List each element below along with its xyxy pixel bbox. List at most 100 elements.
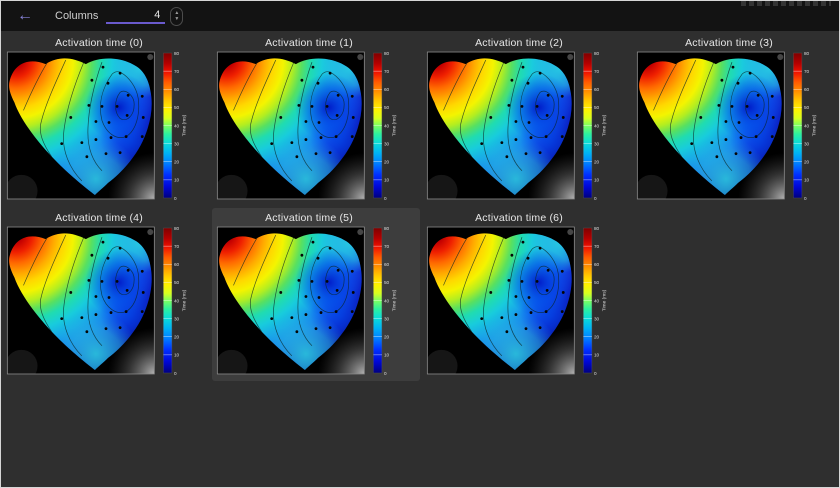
svg-text:70: 70 (174, 244, 180, 249)
svg-text:70: 70 (384, 69, 390, 74)
stepper-down-icon[interactable]: ▼ (174, 15, 180, 22)
plot-frame (426, 226, 575, 375)
columns-label: Columns (55, 10, 99, 22)
plot-frame (216, 51, 365, 200)
grayscale-speck (567, 54, 574, 61)
grayscale-speck (147, 229, 154, 236)
svg-text:40: 40 (174, 123, 180, 128)
plot-tile-6[interactable]: Activation time (6) (422, 208, 630, 381)
plot-tile-3[interactable]: Activation time (3) (632, 33, 839, 206)
svg-text:0: 0 (384, 196, 387, 201)
svg-text:70: 70 (174, 69, 180, 74)
grayscale-smudge-small (7, 174, 38, 199)
colorbar-unit-label: Time (ms) (602, 289, 608, 311)
colorbar-tick-marks (583, 245, 592, 356)
svg-text:80: 80 (384, 51, 390, 56)
svg-text:80: 80 (804, 51, 810, 56)
svg-text:60: 60 (174, 262, 180, 267)
grayscale-smudge-small (427, 174, 458, 199)
svg-text:50: 50 (174, 105, 180, 110)
svg-text:50: 50 (384, 105, 390, 110)
svg-text:80: 80 (384, 226, 390, 231)
svg-text:80: 80 (174, 226, 180, 231)
svg-text:80: 80 (594, 226, 600, 231)
grayscale-smudge (528, 327, 575, 374)
plot-tile-0[interactable]: Activation time (0) (2, 33, 210, 206)
stepper-up-icon[interactable]: ▲ (174, 9, 180, 16)
activation-map-figure: 80 70 60 50 40 30 20 10 0 Time (ms) (6, 226, 188, 376)
contour-lines (233, 234, 350, 357)
electrode-dots (60, 65, 145, 159)
svg-text:50: 50 (174, 280, 180, 285)
svg-text:40: 40 (804, 123, 810, 128)
contour-lines (23, 59, 140, 182)
colorbar: 80 70 60 50 40 30 20 10 0 Time (ms) (793, 51, 818, 201)
plot-tile-4[interactable]: Activation time (4) (2, 208, 210, 381)
svg-text:30: 30 (594, 316, 600, 321)
svg-text:10: 10 (384, 178, 390, 183)
plot-title: Activation time (0) (55, 37, 143, 49)
grayscale-speck (357, 54, 364, 61)
svg-text:80: 80 (594, 51, 600, 56)
grayscale-smudge (108, 152, 155, 199)
columns-stepper[interactable]: ▲ ▼ (170, 6, 184, 26)
plot-frame (636, 51, 785, 200)
grayscale-smudge-small (217, 174, 248, 199)
svg-text:40: 40 (594, 123, 600, 128)
colorbar-unit-label: Time (ms) (602, 114, 608, 136)
svg-text:80: 80 (174, 51, 180, 56)
columns-input[interactable] (106, 8, 166, 24)
plot-tile-2[interactable]: Activation time (2) (422, 33, 630, 206)
plot-title: Activation time (4) (55, 212, 143, 224)
colorbar-tick-labels: 80 70 60 50 40 30 20 10 0 (804, 51, 810, 201)
plot-title: Activation time (6) (475, 212, 563, 224)
svg-text:50: 50 (594, 105, 600, 110)
activation-map-figure: 80 70 60 50 40 30 20 10 0 Time (ms) (216, 51, 398, 201)
colorbar-tick-marks (583, 70, 592, 181)
svg-text:70: 70 (594, 244, 600, 249)
svg-text:50: 50 (594, 280, 600, 285)
svg-text:50: 50 (384, 280, 390, 285)
contour-lines (653, 59, 770, 182)
colorbar-tick-labels: 80 70 60 50 40 30 20 10 0 (384, 226, 390, 376)
grayscale-smudge (738, 152, 785, 199)
svg-text:60: 60 (804, 87, 810, 92)
grayscale-smudge-small (427, 349, 458, 374)
colorbar-tick-labels: 80 70 60 50 40 30 20 10 0 (174, 226, 180, 376)
grayscale-smudge-small (217, 349, 248, 374)
grayscale-smudge-small (7, 349, 38, 374)
grayscale-smudge-small (637, 174, 668, 199)
svg-text:60: 60 (384, 87, 390, 92)
electrode-dots (60, 240, 145, 334)
colorbar: 80 70 60 50 40 30 20 10 0 Time (ms) (163, 226, 188, 376)
svg-text:60: 60 (594, 262, 600, 267)
svg-text:70: 70 (594, 69, 600, 74)
toolbar: ← Columns ▲ ▼ (1, 1, 839, 31)
svg-text:0: 0 (384, 371, 387, 376)
colorbar-tick-marks (793, 70, 802, 181)
colorbar-tick-labels: 80 70 60 50 40 30 20 10 0 (384, 51, 390, 201)
contour-lines (233, 59, 350, 182)
plot-tile-1[interactable]: Activation time (1) (212, 33, 420, 206)
plot-title: Activation time (2) (475, 37, 563, 49)
colorbar: 80 70 60 50 40 30 20 10 0 Time (ms) (583, 51, 608, 201)
svg-text:40: 40 (384, 298, 390, 303)
svg-text:70: 70 (804, 69, 810, 74)
plot-title: Activation time (5) (265, 212, 353, 224)
svg-text:10: 10 (384, 353, 390, 358)
plot-frame (216, 226, 365, 375)
plot-tile-5[interactable]: Activation time (5) (212, 208, 420, 381)
svg-text:20: 20 (384, 160, 390, 165)
colorbar: 80 70 60 50 40 30 20 10 0 Time (ms) (163, 51, 188, 201)
svg-text:0: 0 (174, 196, 177, 201)
svg-text:40: 40 (174, 298, 180, 303)
svg-text:10: 10 (594, 353, 600, 358)
grayscale-speck (357, 229, 364, 236)
colorbar-tick-marks (373, 245, 382, 356)
electrode-dots (270, 65, 355, 159)
colorbar: 80 70 60 50 40 30 20 10 0 Time (ms) (583, 226, 608, 376)
colorbar-tick-marks (163, 245, 172, 356)
back-button[interactable]: ← (11, 6, 39, 26)
svg-text:0: 0 (174, 371, 177, 376)
